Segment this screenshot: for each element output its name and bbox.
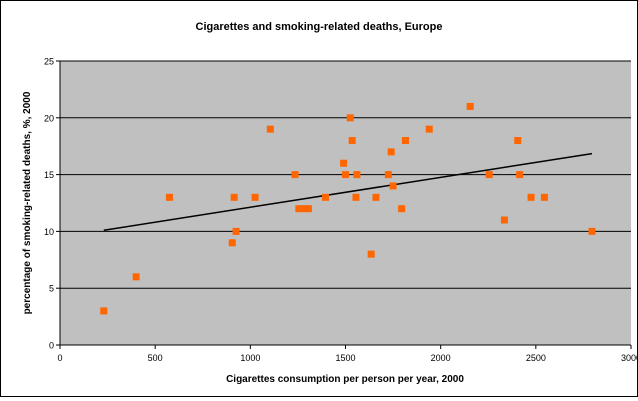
trendline — [103, 152, 593, 232]
y-tick-label: 20 — [44, 113, 54, 123]
data-point — [516, 171, 524, 179]
data-point — [588, 227, 596, 235]
data-point — [389, 182, 397, 190]
data-point — [291, 171, 299, 179]
data-point — [466, 102, 474, 110]
data-point — [340, 159, 348, 167]
data-point — [425, 125, 433, 133]
x-axis-label: Cigarettes consumption per person per ye… — [226, 374, 464, 385]
x-tick-label: 0 — [57, 353, 62, 363]
data-point — [266, 125, 274, 133]
y-tick-label: 10 — [44, 227, 54, 237]
data-point — [165, 193, 173, 201]
x-tick-label: 500 — [148, 353, 163, 363]
tick-labels: 0 5 10 15 20 25 0 500 1000 1500 2000 2500 3000 — [44, 57, 638, 364]
x-tick-label: 2500 — [526, 353, 546, 363]
y-tick-label: 0 — [49, 341, 54, 351]
data-point — [500, 216, 508, 224]
x-tick-label: 1500 — [335, 353, 355, 363]
chart-title: Cigarettes and smoking-related deaths, E… — [196, 21, 443, 33]
data-point — [230, 193, 238, 201]
data-point — [372, 193, 380, 201]
data-point — [398, 205, 406, 213]
trendline-group — [103, 152, 593, 232]
data-point — [352, 193, 360, 201]
x-tick-label: 1000 — [240, 353, 260, 363]
data-point — [367, 250, 375, 258]
y-tick-label: 15 — [44, 170, 54, 180]
data-point — [342, 171, 349, 179]
y-tick-label: 5 — [49, 284, 54, 294]
data-point — [485, 171, 493, 179]
data-point — [295, 205, 303, 213]
data-point — [514, 137, 522, 145]
data-point — [251, 193, 259, 201]
y-tick-label: 25 — [44, 57, 54, 67]
data-point — [232, 227, 240, 235]
data-points — [100, 102, 596, 315]
plot-area — [60, 61, 631, 345]
data-point — [401, 137, 409, 145]
data-point — [384, 171, 392, 179]
data-point — [540, 193, 548, 201]
data-point — [100, 307, 108, 315]
data-point — [228, 239, 236, 247]
y-axis-label: percentage of smoking-related deaths, %,… — [22, 91, 33, 314]
data-point — [132, 273, 140, 281]
data-point — [301, 205, 309, 213]
data-point — [527, 193, 535, 201]
x-tick-label: 2000 — [431, 353, 451, 363]
x-tick-label: 3000 — [621, 353, 637, 363]
axes — [56, 60, 632, 349]
data-point — [353, 171, 361, 179]
data-point — [322, 193, 330, 201]
data-point — [346, 114, 354, 122]
data-point — [387, 148, 395, 156]
data-point — [304, 205, 312, 213]
data-point — [348, 137, 356, 145]
